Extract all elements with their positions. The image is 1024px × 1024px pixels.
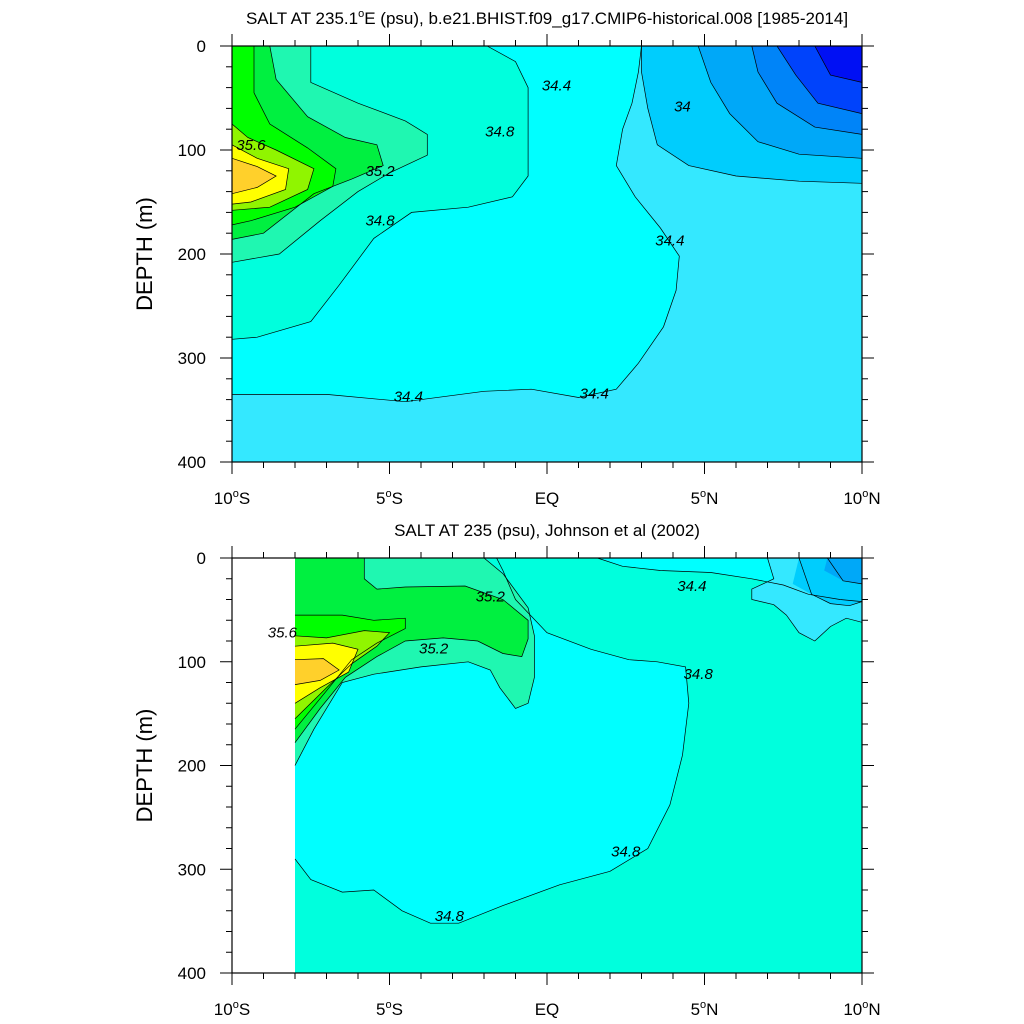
y-tick-label: 100	[178, 653, 206, 672]
contour-label: 34	[674, 98, 691, 115]
contour-line-0	[232, 46, 680, 403]
x-tick-label: EQ	[535, 1000, 560, 1019]
x-tick-label: 5oS	[376, 488, 403, 508]
contour-line-2	[232, 46, 428, 263]
y-tick-label: 400	[178, 453, 206, 472]
x-tick-label: 10oN	[843, 488, 880, 508]
contour-line-2	[294, 558, 535, 766]
contour-label: 34.4	[580, 385, 609, 402]
x-tick-label: EQ	[535, 489, 560, 508]
chart-title: SALT AT 235 (psu), Johnson et al (2002)	[394, 521, 700, 540]
x-tick-label: 5oS	[376, 999, 403, 1019]
contour-line-10	[751, 46, 862, 135]
salinity-band-s35-8-8	[232, 158, 277, 194]
y-tick-label: 200	[178, 245, 206, 264]
contour-line-8	[751, 558, 862, 642]
salinity-band-s35-2-4	[295, 558, 529, 743]
contour-line-7	[294, 658, 340, 685]
contour-line-9	[697, 46, 862, 159]
contour-label: 34.4	[655, 232, 684, 249]
y-tick-label: 200	[178, 757, 206, 776]
contour-line-1	[294, 558, 690, 924]
contour-line-12	[814, 46, 862, 83]
contour-line-10	[827, 558, 862, 585]
contour-line-3	[232, 46, 384, 240]
contour-line-11	[776, 46, 862, 114]
contour-line-6	[232, 144, 290, 205]
contour-label: 35.2	[365, 163, 395, 180]
contour-label: 35.6	[268, 625, 298, 642]
x-tick-label: 10oS	[214, 999, 250, 1019]
contour-line-3	[294, 558, 529, 743]
y-tick-label: 300	[178, 349, 206, 368]
contour-label: 34.4	[542, 78, 571, 95]
contour-label: 34.8	[435, 908, 465, 925]
contour-label: 35.2	[419, 640, 449, 657]
contour-label: 34.8	[485, 123, 515, 140]
x-tick-label: 5oN	[691, 999, 719, 1019]
chart-title: SALT AT 235.1oE (psu), b.e21.BHIST.f09_g…	[246, 8, 848, 28]
contour-label: 34.8	[365, 213, 395, 230]
contour-lines	[294, 558, 862, 924]
contour-line-6	[294, 642, 359, 704]
contour-line-4	[232, 46, 337, 226]
y-tick-label: 0	[197, 549, 206, 568]
salinity-fill	[295, 558, 862, 973]
contour-line-1	[232, 46, 529, 340]
contour-line-5	[232, 123, 315, 211]
y-tick-label: 100	[178, 141, 206, 160]
contour-line-5	[294, 630, 391, 720]
panel-2: 35.6 35.2 35.2 34.4 34.8 34.8 34.8 0 100 200 300 40…	[132, 521, 881, 1019]
contour-line-9	[798, 558, 862, 607]
salinity-band-s34-3-11	[824, 558, 862, 584]
contour-line-8	[641, 46, 862, 184]
panel-1: 35.6 35.2 34.8 34.8 34.4 34 34.4 34.4 34.4 0 100 20…	[132, 8, 881, 508]
contour-label: 34.4	[677, 578, 706, 595]
contour-line-0	[597, 558, 862, 602]
y-tick-label: 400	[178, 964, 206, 983]
salinity-band-s35-8-8	[295, 658, 340, 685]
contour-label: 34.8	[684, 666, 714, 683]
contour-label: 35.6	[236, 137, 266, 154]
contour-label: 35.2	[476, 588, 506, 605]
contour-label: 34.4	[394, 388, 423, 405]
y-tick-label: 300	[178, 860, 206, 879]
y-axis-label: DEPTH (m)	[132, 197, 157, 311]
contour-label: 34.8	[611, 844, 641, 861]
y-axis-label: DEPTH (m)	[132, 709, 157, 823]
contour-line-7	[232, 157, 277, 195]
contour-line-4	[294, 614, 406, 730]
contour-lines	[232, 46, 862, 403]
salinity-band-s33-8-13	[814, 46, 862, 83]
x-tick-label: 10oS	[214, 488, 250, 508]
x-tick-label: 10oN	[843, 999, 880, 1019]
salinity-fill	[232, 46, 862, 462]
y-tick-label: 0	[197, 37, 206, 56]
x-tick-label: 5oN	[691, 488, 719, 508]
